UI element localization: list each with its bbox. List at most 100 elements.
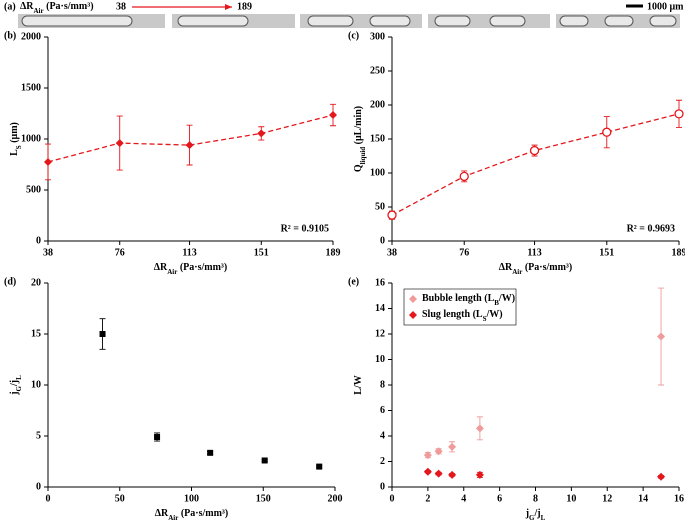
x-tick-label: 4 [461,493,466,504]
arrow-head [225,4,232,10]
x-tick-label: 38 [387,247,397,258]
y-axis-label: Qliquid (μL/min) [353,106,366,172]
y-tick-label: 12 [375,328,385,339]
y-tick-label: 250 [370,65,385,76]
x-tick-label: 14 [638,493,648,504]
y-tick-label: 2000 [21,31,41,42]
y-tick-label: 150 [370,133,385,144]
y-tick-label: 14 [375,303,385,314]
marker [475,470,484,479]
x-axis-label: ΔRAir (Pa·s/mm³) [154,262,228,275]
start-label: 38 [116,1,126,12]
x-tick-label: 0 [46,493,51,504]
panel-label: (c) [348,30,359,41]
y-tick-label: 4 [380,430,385,441]
y-tick-label: 100 [370,167,385,178]
x-tick-label: 6 [497,493,502,504]
text-part: Q [353,164,364,172]
marker [448,442,457,451]
text-part: L/W [353,375,364,394]
text-part: ΔR [154,262,168,273]
x-tick-label: 76 [459,247,469,258]
marker [115,139,124,148]
text-part: Bubble length (L [422,293,495,304]
subscript: Air [168,514,178,520]
x-tick-label: 0 [390,493,395,504]
x-tick-label: 50 [115,493,125,504]
x-tick-label: 100 [184,493,199,504]
bubble [649,15,677,27]
y-tick-label: 0 [380,235,385,246]
x-tick-label: 76 [115,247,125,258]
marker [475,424,484,433]
bubble [21,15,133,27]
y-tick-label: 2 [380,456,385,467]
bubble [489,15,526,27]
x-tick-label: 151 [599,247,614,258]
marker [657,332,666,341]
parameter-label: ΔRAir (Pa·s/mm³) [20,1,94,14]
marker [329,111,337,120]
x-tick-label: 38 [43,247,53,258]
subscript: liquid [359,147,367,165]
marker [423,467,432,476]
y-tick-label: 10 [31,379,41,390]
y-tick-label: 15 [31,328,41,339]
x-tick-label: 2 [425,493,430,504]
marker [409,295,417,303]
panel-label: (b) [4,30,16,41]
x-tick-label: 200 [328,493,343,504]
text-part: (μL/min) [353,106,364,147]
marker [316,463,323,470]
text-part: (Pa·s/mm³) [522,262,572,273]
text-part: ΔR [20,1,34,12]
y-tick-label: 200 [370,99,385,110]
y-tick-label: 10 [375,354,385,365]
y-tick-label: 0 [36,235,41,246]
text-part: /j [534,508,541,519]
y-tick-label: 1500 [21,82,41,93]
y-tick-label: 1000 [21,133,41,144]
x-tick-label: 12 [602,493,612,504]
subscript: S [483,315,487,323]
subscript: B [494,299,499,307]
text-part: (Pa·s/mm³) [178,508,228,519]
bubble [434,15,471,27]
x-axis-label: ΔRAir (Pa·s/mm³) [499,262,573,275]
marker [674,109,684,119]
marker [434,469,443,478]
x-tick-label: 8 [533,493,538,504]
y-tick-label: 16 [375,277,385,288]
panel-label: (d) [4,276,16,287]
legend-label: Bubble length (LB/W) [422,293,515,306]
marker [44,157,52,166]
micrographs [18,14,680,28]
text-part: (Pa·s/mm³) [177,262,227,273]
marker [409,311,417,319]
y-tick-label: 0 [36,481,41,492]
y-tick-label: 500 [26,184,41,195]
x-tick-label: 189 [672,247,685,258]
annotation: R² = 0.9693 [627,223,675,234]
marker [99,331,106,337]
x-tick-label: 189 [326,247,341,258]
subscript: G [15,385,23,391]
marker [657,472,666,481]
x-tick-label: 113 [182,247,196,258]
marker [602,127,612,137]
marker [434,447,443,456]
y-tick-label: 300 [370,31,385,42]
marker [261,457,268,464]
y-axis-label: LS (μm) [9,122,22,156]
text-part: Slug length (L [422,309,483,320]
text-part: /j [9,380,20,387]
panel-label: (e) [348,276,359,287]
subscript: G [529,514,535,520]
bubble [369,15,411,27]
scale-bar-label: 1000 μm [647,1,684,12]
x-tick-label: 150 [256,493,271,504]
marker [423,451,432,460]
subscript: Air [512,268,522,276]
